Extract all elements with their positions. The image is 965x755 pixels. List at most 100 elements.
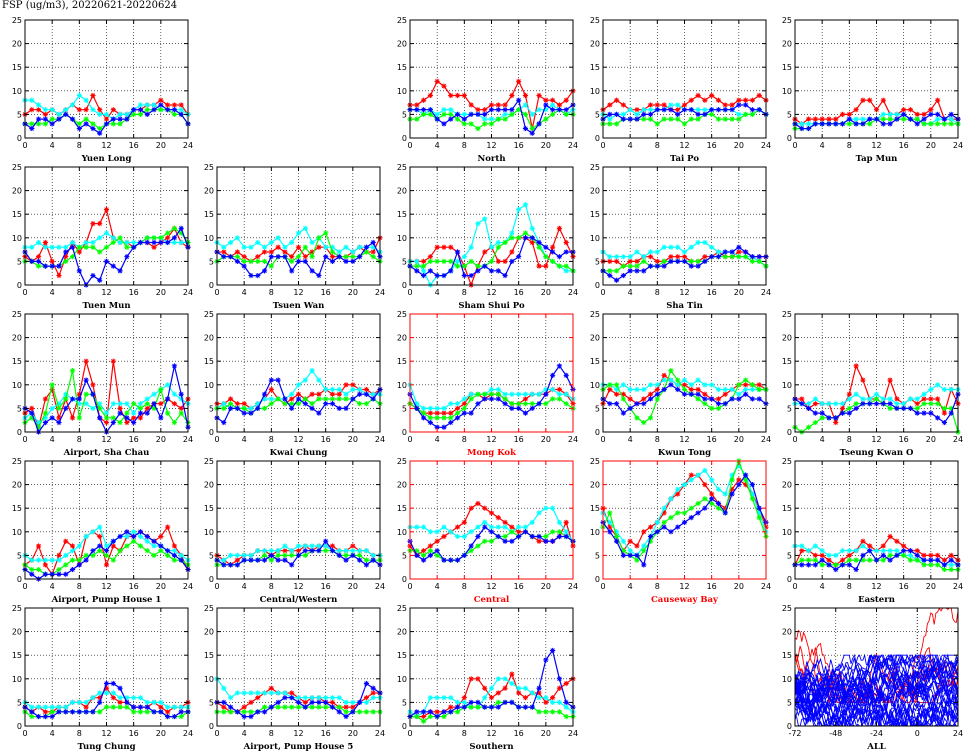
data-point-cyan: [880, 548, 886, 554]
data-point-red: [634, 107, 640, 113]
data-point-red: [846, 111, 852, 117]
data-point-green: [261, 405, 268, 411]
data-point-cyan: [42, 557, 48, 563]
data-point-cyan: [509, 680, 515, 687]
data-point-cyan: [661, 505, 667, 511]
data-point-cyan: [69, 699, 76, 705]
tick-label-x: -72: [788, 729, 801, 738]
data-point-blue: [49, 121, 55, 127]
data-point-blue: [248, 713, 254, 720]
data-point-blue: [887, 121, 893, 127]
data-point-blue: [158, 102, 164, 108]
page-title: FSP (ug/m3), 20220621-20220624: [2, 0, 178, 11]
data-point-green: [675, 377, 681, 383]
data-point-red: [255, 254, 261, 260]
data-point-green: [468, 258, 474, 264]
tick-label-y: 25: [397, 604, 407, 613]
data-point-blue: [316, 548, 322, 554]
data-point-cyan: [151, 102, 157, 108]
data-point-green: [363, 557, 370, 563]
data-point-blue: [448, 419, 454, 426]
data-point-blue: [427, 268, 433, 274]
tick-label-x: 0: [792, 141, 797, 150]
data-point-blue: [158, 543, 164, 549]
data-point-cyan: [110, 235, 116, 241]
tick-label-y: 20: [12, 628, 22, 637]
data-point-red: [289, 690, 295, 696]
data-point-cyan: [482, 216, 488, 222]
data-point-blue: [543, 657, 549, 663]
data-point-cyan: [336, 249, 342, 255]
data-point-blue: [826, 562, 832, 568]
data-point-blue: [799, 125, 805, 132]
data-point-blue: [370, 396, 376, 402]
data-point-green: [289, 258, 295, 264]
data-point-cyan: [688, 244, 694, 250]
plot-frame: [409, 166, 574, 286]
data-point-green: [336, 704, 342, 710]
data-point-red: [654, 386, 660, 393]
data-point-red: [370, 690, 376, 696]
data-point-red: [675, 107, 681, 113]
data-point-red: [137, 415, 144, 421]
tick-label-x: 24: [183, 582, 193, 591]
data-point-cyan: [695, 377, 701, 383]
data-point-cyan: [729, 386, 735, 393]
data-point-cyan: [613, 254, 620, 260]
data-point-cyan: [110, 690, 116, 696]
data-point-green: [529, 125, 535, 132]
data-point-cyan: [839, 401, 846, 407]
data-point-cyan: [482, 116, 488, 122]
data-point-green: [681, 510, 688, 516]
tick-label-y: 5: [209, 551, 214, 560]
data-point-blue: [607, 401, 613, 407]
data-point-green: [275, 552, 281, 558]
data-point-red: [434, 709, 440, 715]
data-point-cyan: [323, 695, 329, 701]
tick-label-x: 12: [871, 435, 881, 444]
data-point-cyan: [171, 548, 178, 554]
tick-label-y: 15: [204, 357, 214, 366]
tick-label-x: 24: [375, 582, 385, 591]
data-point-blue: [248, 410, 254, 416]
data-point-red: [103, 206, 110, 213]
data-point-cyan: [709, 244, 715, 250]
data-point-blue: [702, 505, 708, 511]
data-point-blue: [948, 111, 954, 117]
data-point-blue: [97, 543, 103, 549]
data-point-blue: [221, 562, 227, 568]
overlay-line-blue: [795, 654, 958, 726]
data-point-red: [556, 386, 563, 393]
data-point-cyan: [454, 258, 461, 264]
data-point-green: [935, 121, 941, 127]
data-point-cyan: [35, 239, 42, 246]
data-point-red: [948, 552, 954, 558]
data-point-red: [350, 382, 356, 388]
data-point-green: [641, 548, 647, 554]
data-point-cyan: [151, 699, 157, 705]
data-point-red: [654, 102, 660, 108]
tick-label-y: 0: [595, 281, 600, 290]
data-point-cyan: [668, 244, 674, 250]
data-point-blue: [482, 704, 488, 710]
data-point-green: [502, 396, 508, 402]
data-point-blue: [675, 524, 681, 530]
data-point-blue: [634, 268, 640, 274]
data-point-red: [56, 415, 62, 421]
data-point-blue: [171, 552, 178, 558]
data-point-red: [914, 401, 920, 407]
tick-label-y: 20: [590, 334, 600, 343]
data-point-cyan: [97, 235, 103, 241]
data-point-blue: [522, 410, 529, 416]
data-point-cyan: [641, 254, 647, 260]
data-point-blue: [144, 704, 150, 710]
data-point-cyan: [275, 235, 281, 241]
data-point-green: [137, 543, 144, 549]
data-point-red: [268, 249, 274, 255]
data-point-red: [743, 482, 749, 488]
data-point-red: [69, 543, 76, 549]
tick-label-y: 25: [12, 457, 22, 466]
data-point-cyan: [137, 533, 144, 540]
data-point-blue: [681, 258, 688, 264]
